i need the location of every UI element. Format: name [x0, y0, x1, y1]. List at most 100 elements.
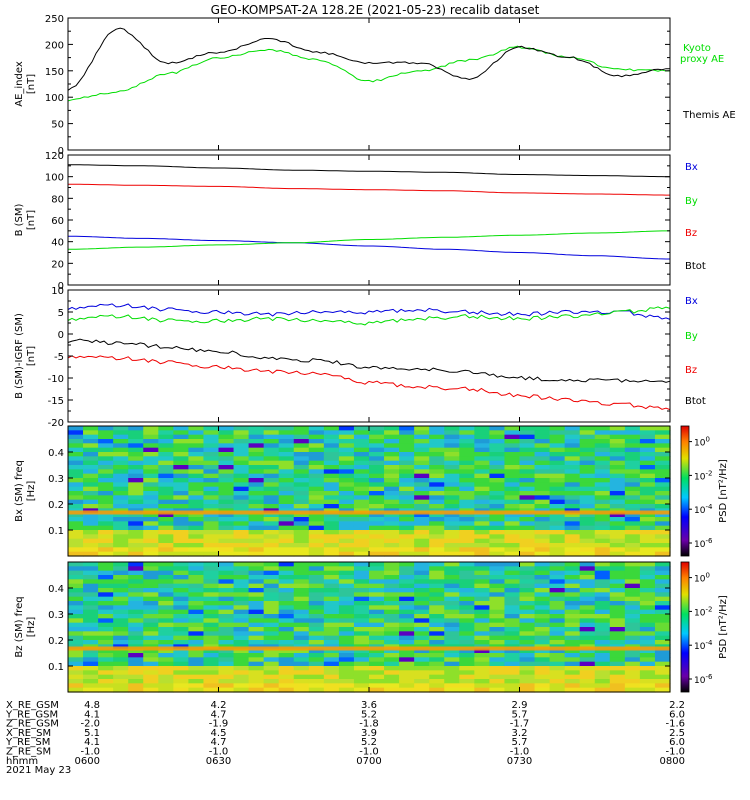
spectrogram-cell: [639, 521, 656, 527]
spectrogram-cell: [384, 605, 400, 611]
spectrogram-cell: [98, 631, 114, 637]
spectrogram-cell: [519, 465, 536, 470]
y-tick-label: -10: [48, 374, 64, 385]
spectrogram-cell: [83, 534, 99, 540]
spectrogram-cell: [353, 670, 370, 676]
spectrogram-cell: [429, 491, 445, 496]
spectrogram-cell: [158, 525, 174, 531]
spectrogram-cell: [113, 504, 129, 509]
spectrogram-cell: [83, 588, 99, 593]
spectrogram-cell: [233, 543, 250, 548]
spectrogram-cell: [414, 469, 430, 475]
spectrogram-cell: [594, 601, 611, 606]
spectrogram-cell: [293, 456, 310, 462]
spectrogram-cell: [323, 640, 340, 645]
spectrogram-cell: [429, 460, 445, 466]
spectrogram-cell: [579, 653, 596, 658]
spectrogram-cell: [83, 491, 99, 496]
spectrogram-cell: [353, 543, 370, 548]
spectrogram-cell: [609, 482, 626, 488]
spectrogram-cell: [293, 482, 310, 488]
spectrogram-cell: [263, 452, 280, 457]
spectrogram-cell: [173, 469, 189, 475]
spectrogram-cell: [98, 666, 114, 671]
spectrogram-cell: [639, 683, 656, 689]
spectrogram-cell: [549, 530, 566, 535]
spectrogram-cell: [83, 452, 99, 457]
spectrogram-cell: [203, 596, 220, 602]
spectrogram-cell: [113, 575, 129, 580]
spectrogram-cell: [278, 426, 295, 431]
spectrogram-cell: [564, 601, 581, 606]
spectrogram-cell: [308, 504, 325, 509]
spectrogram-cell: [263, 661, 280, 667]
spectrogram-cell: [459, 478, 475, 483]
spectrogram-cell: [203, 452, 220, 457]
spectrogram-cell: [113, 661, 129, 667]
orbit-value: 0630: [206, 756, 231, 767]
spectrogram-band: [68, 510, 670, 515]
spectrogram-cell: [444, 443, 460, 449]
spectrogram-cell: [429, 512, 445, 518]
spectrogram-cell: [519, 648, 536, 654]
spectrogram-cell: [338, 627, 355, 632]
orbit-value: -1.0: [80, 747, 100, 758]
spectrogram-cell: [564, 592, 581, 598]
spectrogram-cell: [143, 486, 159, 492]
colorbar-tick-label: 10-2: [694, 605, 712, 618]
spectrogram-cell: [384, 486, 400, 492]
spectrogram-cell: [98, 583, 114, 589]
spectrogram-cell: [158, 609, 174, 615]
spectrogram-cell: [384, 482, 400, 488]
spectrogram-cell: [128, 452, 144, 457]
spectrogram-cell: [384, 521, 400, 527]
spectrogram-cell: [639, 614, 656, 619]
spectrogram-cell: [173, 631, 189, 637]
spectrogram-cell: [173, 653, 189, 658]
spectrogram-cell: [594, 640, 611, 645]
spectrogram-cell: [188, 452, 205, 457]
series-line: [67, 45, 671, 102]
spectrogram-cell: [68, 683, 84, 689]
spectrogram-cell: [128, 583, 144, 589]
y-tick-label: 0: [58, 146, 64, 157]
spectrogram-cell: [68, 499, 84, 505]
spectrogram-cell: [248, 473, 265, 479]
spectrogram-cell: [564, 447, 581, 453]
spectrogram-cell: [278, 687, 295, 693]
spectrogram-cell: [308, 635, 325, 641]
spectrogram-cell: [218, 473, 235, 479]
spectrogram-cell: [429, 627, 445, 632]
spectrogram-cell: [143, 674, 159, 680]
spectrogram-cell: [429, 614, 445, 619]
spectrogram-cell: [594, 622, 611, 628]
spectrogram-cell: [143, 525, 159, 531]
spectrogram-cell: [113, 434, 129, 440]
spectrogram-cell: [489, 683, 506, 689]
spectrogram-cell: [233, 525, 250, 531]
spectrogram-cell: [609, 592, 626, 598]
y-tick-label: 0.2: [48, 500, 64, 511]
spectrogram-cell: [654, 653, 671, 658]
spectrogram-cell: [98, 627, 114, 632]
spectrogram-cell: [323, 622, 340, 628]
spectrogram-cell: [173, 443, 189, 449]
spectrogram-cell: [624, 618, 641, 624]
spectrogram-cell: [399, 605, 415, 611]
spectrogram-cell: [83, 447, 99, 453]
spectrogram-cell: [489, 547, 506, 553]
spectrogram-cell: [459, 443, 475, 449]
spectrogram-cell: [384, 534, 400, 540]
spectrogram-cell: [579, 495, 596, 501]
spectrogram-cell: [308, 512, 325, 518]
spectrogram-cell: [654, 579, 671, 585]
spectrogram-cell: [83, 482, 99, 488]
spectrogram-cell: [654, 486, 671, 492]
spectrogram-cell: [353, 579, 370, 585]
spectrogram-cell: [83, 543, 99, 548]
spectrogram-cell: [68, 434, 84, 440]
spectrogram-cell: [519, 547, 536, 553]
spectrogram-cell: [534, 521, 551, 527]
spectrogram-cell: [609, 605, 626, 611]
spectrogram-cell: [399, 504, 415, 509]
